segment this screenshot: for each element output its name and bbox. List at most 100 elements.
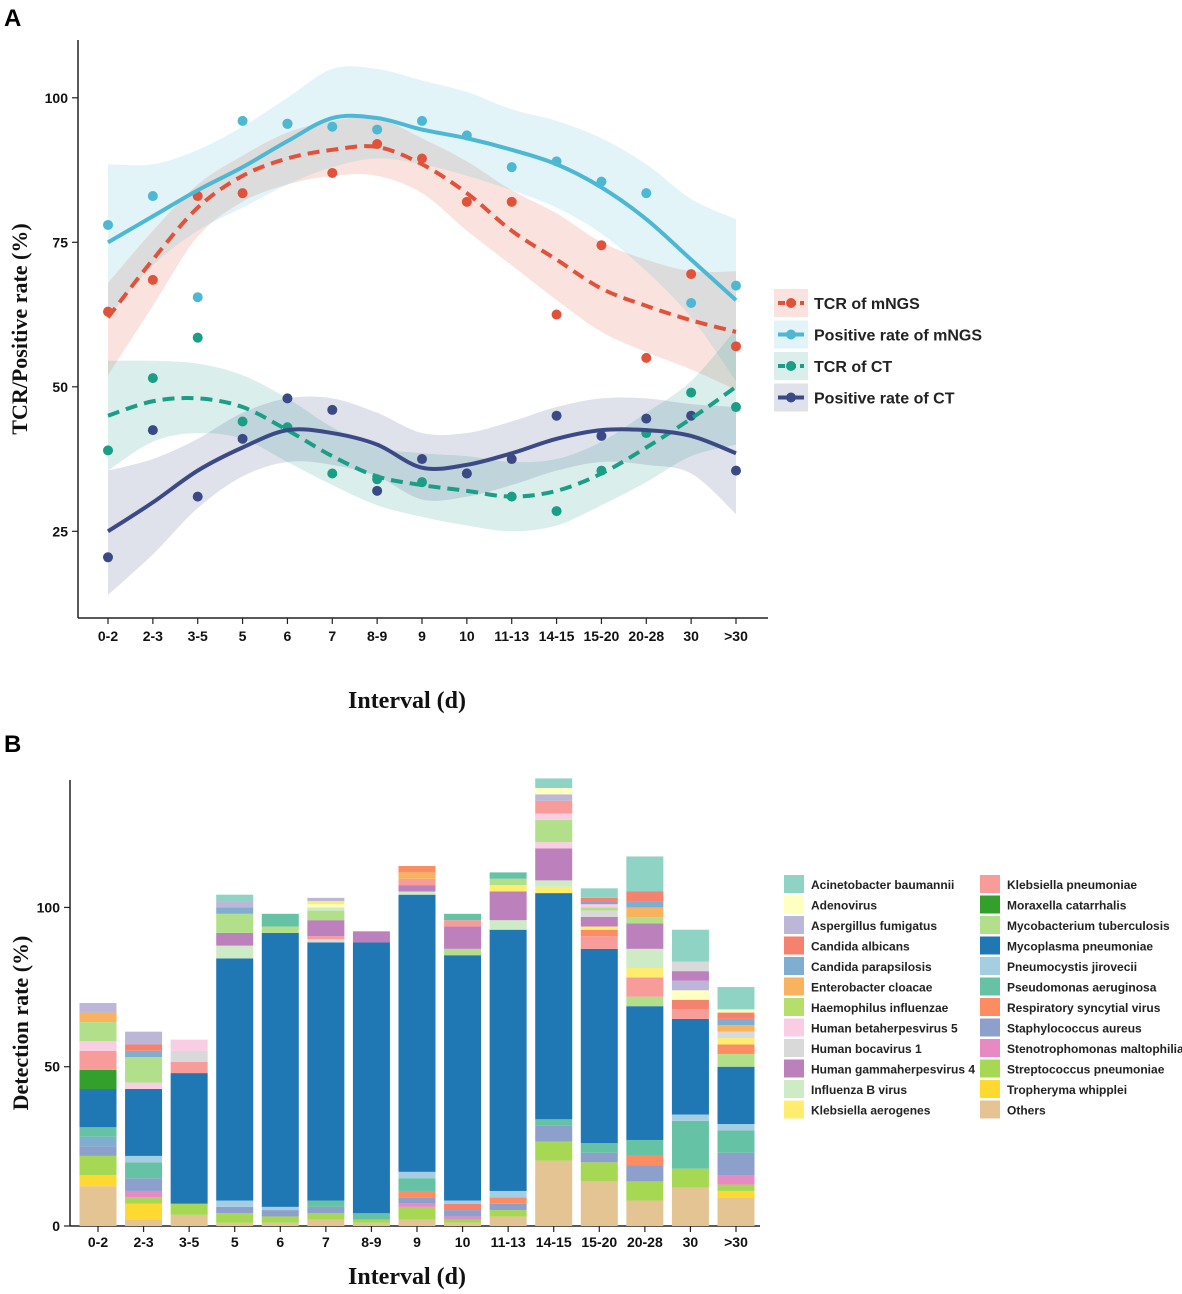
data-point-positive-rate-of-mngs (147, 191, 158, 202)
legend-swatch (784, 1039, 804, 1057)
legend-label: Stenotrophomonas maltophilia (1007, 1042, 1182, 1056)
legend-label: Candida parapsilosis (811, 960, 932, 974)
x-tick-label: 5 (239, 628, 247, 644)
data-point-positive-rate-of-mngs (237, 115, 248, 126)
x-tick-label: 6 (276, 1234, 284, 1250)
data-point-positive-rate-of-ct (282, 393, 293, 404)
x-tick-label: >30 (724, 628, 748, 644)
bar-segment-staphylococcus-aureus (717, 1152, 755, 1176)
bar-segment-streptococcus-pneumoniae (535, 1141, 573, 1161)
data-point-tcr-of-mngs (327, 167, 338, 178)
data-point-positive-rate-of-ct (596, 430, 607, 441)
legend-swatch (980, 875, 1000, 893)
bar-segment-respiratory-syncytial-virus (398, 1190, 436, 1198)
bar-segment-mycoplasma-pneumoniae (580, 948, 618, 1144)
legend-swatch (784, 977, 804, 996)
legend-swatch (980, 1080, 1000, 1098)
legend-label: Klebsiella pneumoniae (1007, 878, 1137, 892)
x-tick-label: 7 (328, 628, 336, 644)
bar-segment-others (261, 1222, 299, 1226)
y-tick-label: 50 (44, 1059, 60, 1075)
x-tick-label: 11-13 (494, 628, 529, 644)
bar-segment-mycoplasma-pneumoniae (307, 942, 345, 1201)
bar-segment-stenotrophomonas-maltophilia (717, 1175, 755, 1185)
bar-segment-mycobacterium-tuberculosis (626, 996, 664, 1007)
panel-b-chart: 0 50 100 0-2 2-3 3-5 5 6 7 8-9 9 10 11-13 14-15 15-20 2… (8, 778, 1182, 1290)
bar-segment-enterobacter-cloacae (717, 1025, 755, 1032)
data-point-positive-rate-of-ct (551, 410, 562, 421)
bar-segment-human-betaherpesvirus-5 (580, 904, 618, 908)
bar-segment-mycobacterium-tuberculosis (216, 913, 254, 933)
bar-segment-tropheryma-whipplei (125, 1203, 163, 1220)
legend-label: Positive rate of CT (814, 391, 955, 408)
legend-label: TCR of CT (814, 359, 892, 376)
bar-segment-candida-albicans (671, 999, 709, 1010)
bar-segment-adenovirus (717, 1009, 755, 1013)
bar-segment-mycoplasma-pneumoniae (444, 955, 482, 1201)
bar-segment-pneumocystis-jirovecii (444, 1200, 482, 1204)
data-point-positive-rate-of-ct (147, 425, 158, 436)
data-point-tcr-of-mngs (506, 196, 517, 207)
legend-swatch (784, 895, 804, 914)
bar-segment-mycoplasma-pneumoniae (79, 1089, 117, 1128)
legend-swatch (784, 957, 804, 975)
bar-segment-pseudomonas-aeruginosa (580, 1143, 618, 1153)
data-point-tcr-of-ct (731, 402, 741, 413)
data-point-tcr-of-mngs (641, 352, 652, 363)
data-point-tcr-of-ct (237, 416, 248, 427)
bar-segment-enterobacter-cloacae (398, 872, 436, 879)
confidence-band-positive-rate-of-mngs (108, 66, 736, 382)
bar-segment-human-bocavirus-1 (580, 910, 618, 917)
data-point-positive-rate-of-ct (103, 552, 113, 563)
bar-segment-stenotrophomonas-maltophilia (444, 1216, 482, 1220)
legend-label: Enterobacter cloacae (811, 981, 933, 995)
bar-segment-human-gammaherpesvirus-4 (671, 971, 709, 981)
data-point-positive-rate-of-ct (461, 468, 472, 479)
bar-segment-staphylococcus-aureus (580, 901, 618, 905)
legend-swatch (784, 998, 804, 1016)
bar-segment-candida-parapsilosis (125, 1050, 163, 1058)
bar-segment-human-betaherpesvirus-5 (79, 1041, 117, 1051)
data-point-positive-rate-of-mngs (103, 219, 113, 230)
bar-segment-candida-parapsilosis (79, 1136, 117, 1147)
confidence-band-tcr-of-ct (108, 329, 736, 532)
legend-label: Moraxella catarrhalis (1007, 899, 1127, 913)
bar-segment-human-bocavirus-1 (307, 939, 345, 943)
data-point-positive-rate-of-mngs (192, 292, 203, 303)
bar-segment-streptococcus-pneumoniae (79, 1155, 117, 1176)
x-tick-label: 15-20 (584, 628, 620, 644)
bar-segment-staphylococcus-aureus (261, 1210, 299, 1217)
confidence-band-positive-rate-of-ct (108, 396, 736, 595)
bar-segment-mycoplasma-pneumoniae (170, 1073, 208, 1204)
bar-segment-stenotrophomonas-maltophilia (125, 1190, 163, 1198)
y-axis-title: Detection rate (%) (8, 936, 33, 1111)
y-tick-label: 100 (37, 899, 61, 915)
data-point-tcr-of-mngs (731, 341, 741, 352)
bar-segment-others (352, 1222, 390, 1226)
bar-segment-others (216, 1222, 254, 1226)
legend-swatch (784, 936, 804, 955)
data-point-positive-rate-of-mngs (686, 297, 697, 308)
bar-segment-candida-albicans (580, 897, 618, 902)
x-tick-label: 6 (284, 628, 292, 644)
bar-segment-pseudomonas-aeruginosa (626, 1139, 664, 1156)
bar-segment-human-bocavirus-1 (717, 1031, 755, 1039)
bar-segment-aspergillus-fumigatus (79, 1003, 117, 1013)
x-tick-label: 0-2 (98, 628, 118, 644)
bar-segment-klebsiella-pneumoniae (580, 936, 618, 949)
legend-label: Staphylococcus aureus (1007, 1022, 1142, 1036)
panel-b-letter: B (4, 731, 21, 758)
bar-segment-pseudomonas-aeruginosa (444, 913, 482, 921)
bar-segment-respiratory-syncytial-virus (489, 1197, 527, 1204)
bar-segment-streptococcus-pneumoniae (398, 1206, 436, 1220)
bar-segment-staphylococcus-aureus (216, 1206, 254, 1214)
bar-segment-staphylococcus-aureus (444, 1210, 482, 1217)
legend-label: Mycoplasma pneumoniae (1007, 940, 1153, 954)
x-tick-label: 9 (413, 1234, 421, 1250)
legend-label: Adenovirus (811, 899, 877, 913)
bar-segment-others (671, 1187, 709, 1226)
bar-segment-candida-albicans (125, 1044, 163, 1051)
bar-segment-others (125, 1219, 163, 1226)
legend-label: Human betaherpesvirus 5 (811, 1022, 958, 1036)
data-point-positive-rate-of-ct (506, 454, 517, 465)
